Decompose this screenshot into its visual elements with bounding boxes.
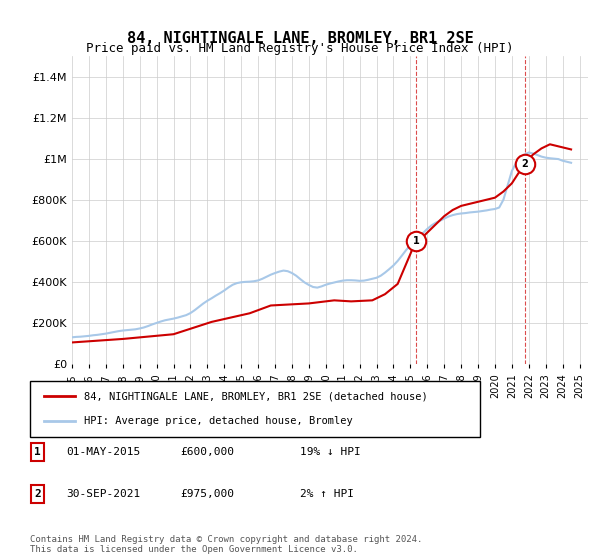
Text: £975,000: £975,000 (180, 489, 234, 500)
FancyBboxPatch shape (31, 486, 44, 503)
Text: Price paid vs. HM Land Registry's House Price Index (HPI): Price paid vs. HM Land Registry's House … (86, 42, 514, 55)
Text: 01-MAY-2015: 01-MAY-2015 (66, 447, 140, 458)
Text: 30-SEP-2021: 30-SEP-2021 (66, 489, 140, 500)
Text: 2: 2 (34, 489, 41, 499)
Text: 84, NIGHTINGALE LANE, BROMLEY, BR1 2SE (detached house): 84, NIGHTINGALE LANE, BROMLEY, BR1 2SE (… (84, 391, 428, 402)
Text: Contains HM Land Registry data © Crown copyright and database right 2024.
This d: Contains HM Land Registry data © Crown c… (30, 535, 422, 554)
Text: 2: 2 (521, 159, 528, 169)
Text: 84, NIGHTINGALE LANE, BROMLEY, BR1 2SE: 84, NIGHTINGALE LANE, BROMLEY, BR1 2SE (127, 31, 473, 46)
FancyBboxPatch shape (30, 381, 480, 437)
Text: 1: 1 (413, 236, 419, 246)
Text: HPI: Average price, detached house, Bromley: HPI: Average price, detached house, Brom… (84, 416, 353, 426)
Text: 2% ↑ HPI: 2% ↑ HPI (300, 489, 354, 500)
Text: £600,000: £600,000 (180, 447, 234, 458)
Text: 19% ↓ HPI: 19% ↓ HPI (300, 447, 361, 458)
FancyBboxPatch shape (31, 444, 44, 461)
Text: 1: 1 (34, 447, 41, 457)
